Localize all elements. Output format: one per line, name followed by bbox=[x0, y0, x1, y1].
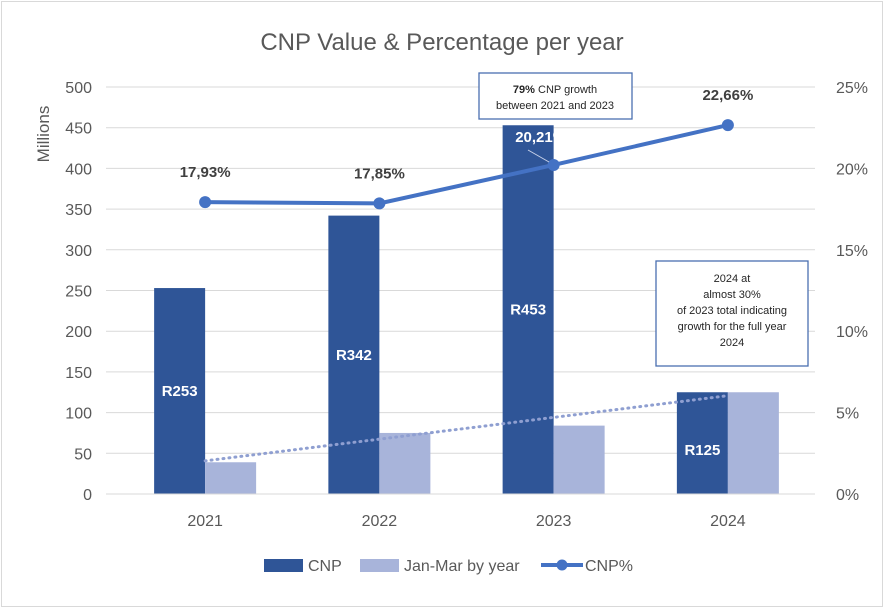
legend: CNP Jan-Mar by year CNP% bbox=[264, 558, 633, 575]
y2-tick-label: 20% bbox=[836, 161, 868, 178]
x-tick-label: 2021 bbox=[187, 513, 223, 530]
bar-jan-mar bbox=[553, 425, 605, 494]
line-marker bbox=[373, 197, 386, 210]
y-tick-label: 400 bbox=[65, 161, 92, 178]
line-cnp-pct bbox=[205, 123, 729, 206]
y2-tick-label: 25% bbox=[836, 80, 868, 97]
cnp-pct-line: 17,93% 17,85% 20,21% 22,66% bbox=[180, 87, 753, 210]
y-tick-label: 200 bbox=[65, 324, 92, 341]
annotation-projection-text: almost 30% bbox=[703, 289, 761, 301]
line-marker bbox=[547, 158, 560, 171]
line-data-label: 17,85% bbox=[354, 165, 405, 182]
legend-label-cnp: CNP bbox=[308, 558, 342, 575]
line-marker bbox=[721, 119, 734, 132]
y2-tick-label: 15% bbox=[836, 243, 868, 260]
annotation-growth-text: between 2021 and 2023 bbox=[496, 100, 614, 112]
bar-data-label: R342 bbox=[336, 347, 372, 364]
bars: R253 R342 R453 R125 bbox=[118, 125, 815, 495]
y-tick-label: 50 bbox=[74, 446, 92, 463]
y2-tick-label: 10% bbox=[836, 324, 868, 341]
x-axis: 2021 2022 2023 2024 bbox=[187, 513, 745, 530]
legend-swatch-jan-mar bbox=[360, 559, 399, 572]
legend-label-jan-mar: Jan-Mar by year bbox=[404, 558, 520, 575]
legend-label-cnp-pct: CNP% bbox=[585, 558, 633, 575]
bar-jan-mar bbox=[205, 462, 257, 494]
x-tick-label: 2023 bbox=[536, 513, 572, 530]
y-tick-label: 300 bbox=[65, 243, 92, 260]
x-tick-label: 2024 bbox=[710, 513, 746, 530]
legend-marker-cnp-pct bbox=[556, 559, 568, 571]
chart-title: CNP Value & Percentage per year bbox=[260, 29, 623, 56]
annotation-projection-text: of 2023 total indicating bbox=[677, 305, 787, 317]
bar-cnp bbox=[328, 215, 380, 494]
bar-data-label: R253 bbox=[162, 383, 198, 400]
y-tick-label: 250 bbox=[65, 284, 92, 301]
annotation-projection-box bbox=[655, 260, 809, 367]
annotation-growth-text: 79% CNP growth bbox=[513, 84, 597, 96]
y-tick-label: 100 bbox=[65, 406, 92, 423]
annotation-growth-box bbox=[478, 72, 633, 120]
annotation-projection-text: 2024 bbox=[720, 337, 744, 349]
y-axis-right: 0% 5% 10% 15% 20% 25% bbox=[836, 80, 868, 504]
bar-jan-mar bbox=[727, 392, 779, 494]
y2-tick-label: 0% bbox=[836, 487, 859, 504]
annotation-pointer bbox=[527, 149, 550, 163]
y-tick-label: 150 bbox=[65, 365, 92, 382]
x-tick-label: 2022 bbox=[362, 513, 398, 530]
y-tick-label: 0 bbox=[83, 487, 92, 504]
trendline bbox=[203, 394, 730, 463]
y-tick-label: 500 bbox=[65, 80, 92, 97]
y-tick-label: 450 bbox=[65, 121, 92, 138]
y-axis-left: 0 50 100 150 200 250 300 350 400 450 500 bbox=[65, 80, 92, 504]
annotation-projection-text: growth for the full year bbox=[678, 321, 787, 333]
y2-tick-label: 5% bbox=[836, 406, 859, 423]
line-data-label: 22,66% bbox=[702, 87, 753, 104]
bar-data-label: R125 bbox=[684, 442, 720, 459]
bar-cnp bbox=[154, 288, 206, 494]
line-marker bbox=[199, 196, 212, 209]
bar-cnp bbox=[676, 392, 728, 494]
y-tick-label: 350 bbox=[65, 202, 92, 219]
annotations: 79% CNP growth between 2021 and 2023 2024 … bbox=[478, 72, 809, 367]
trendline-jan-mar bbox=[203, 394, 730, 463]
bar-jan-mar bbox=[379, 432, 431, 494]
line-data-label: 17,93% bbox=[180, 164, 231, 181]
line-data-label: 20,21% bbox=[515, 129, 566, 146]
bar-cnp bbox=[502, 125, 554, 495]
legend-swatch-cnp bbox=[264, 559, 303, 572]
bar-data-label: R453 bbox=[510, 302, 546, 319]
annotation-projection-text: 2024 at bbox=[714, 273, 751, 285]
y-axis-title: Millions bbox=[34, 106, 53, 163]
